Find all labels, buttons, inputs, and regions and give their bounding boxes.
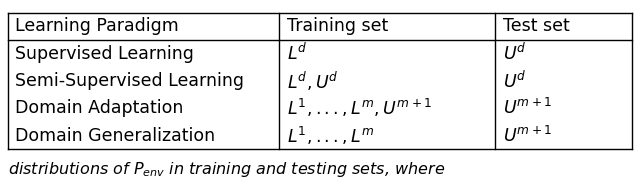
- Text: $L^1,...,L^m,U^{m+1}$: $L^1,...,L^m,U^{m+1}$: [287, 97, 432, 119]
- Text: $L^d,U^d$: $L^d,U^d$: [287, 69, 339, 93]
- Text: Domain Generalization: Domain Generalization: [15, 127, 216, 145]
- Text: Test set: Test set: [502, 17, 570, 35]
- Text: $U^d$: $U^d$: [502, 70, 526, 92]
- Text: $U^{m+1}$: $U^{m+1}$: [502, 126, 552, 146]
- Text: Domain Adaptation: Domain Adaptation: [15, 99, 184, 117]
- Text: Semi-Supervised Learning: Semi-Supervised Learning: [15, 72, 244, 90]
- Text: Training set: Training set: [287, 17, 388, 35]
- Text: $L^1,...,L^m$: $L^1,...,L^m$: [287, 124, 374, 147]
- Text: Supervised Learning: Supervised Learning: [15, 45, 194, 63]
- Text: Learning Paradigm: Learning Paradigm: [15, 17, 179, 35]
- Text: $U^{m+1}$: $U^{m+1}$: [502, 98, 552, 118]
- Text: $L^d$: $L^d$: [287, 43, 308, 64]
- Text: distributions of $P_{env}$ in training and testing sets, where: distributions of $P_{env}$ in training a…: [8, 160, 445, 179]
- Text: $U^d$: $U^d$: [502, 43, 526, 64]
